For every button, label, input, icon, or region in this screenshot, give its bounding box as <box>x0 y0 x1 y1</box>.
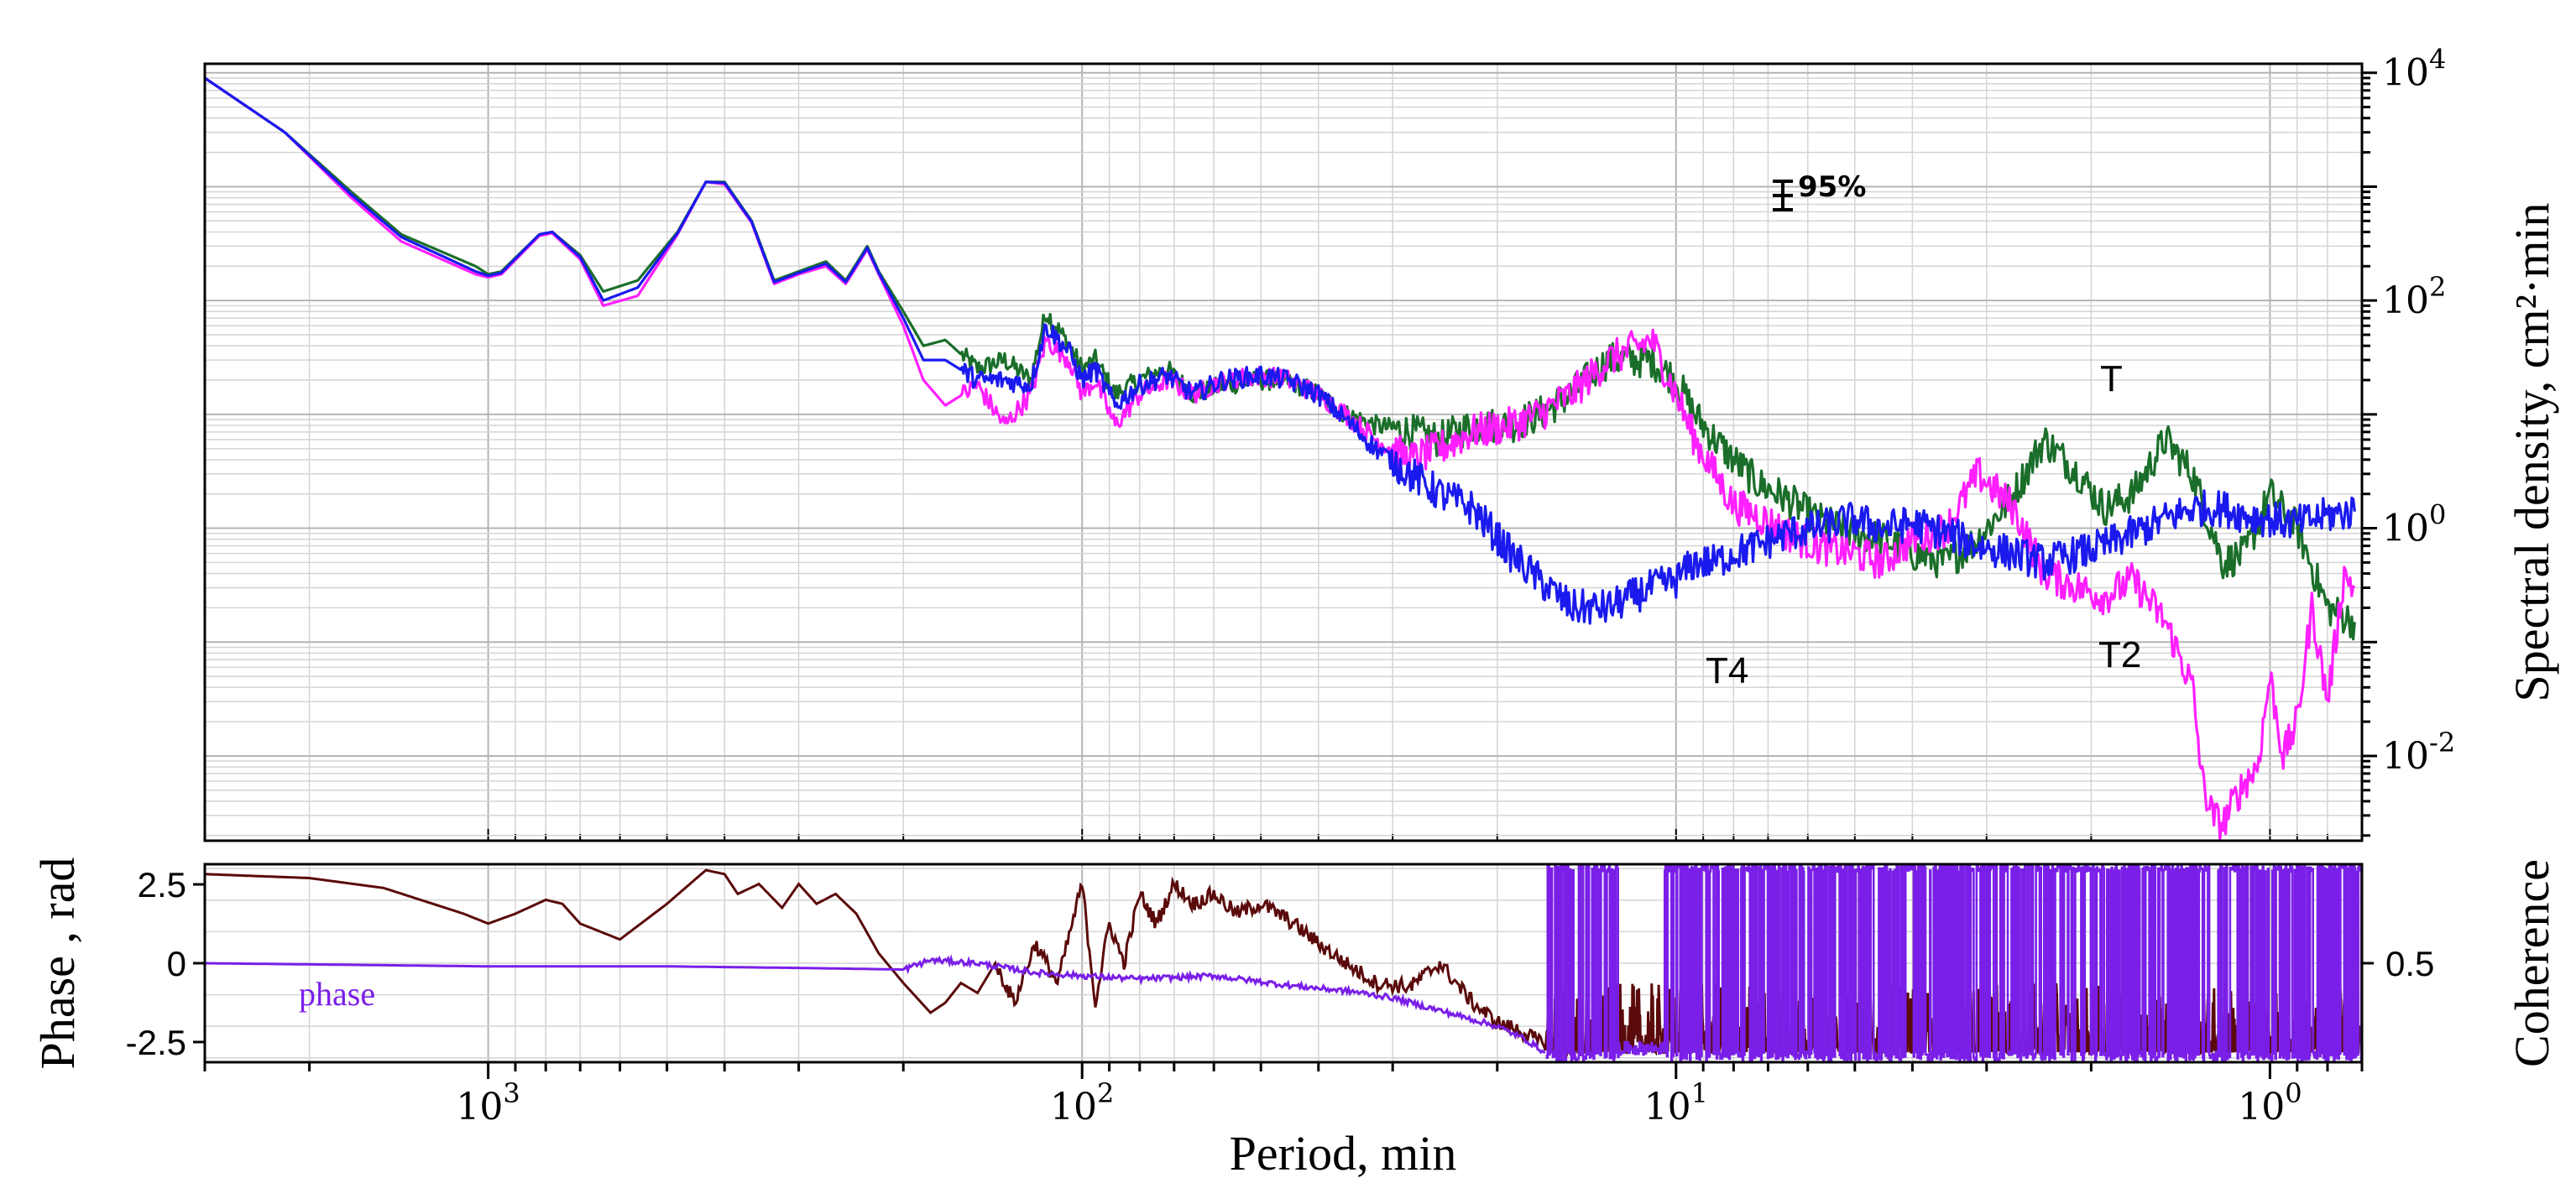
phase-coherence-panel: 2.5 0 -2.5 0.5 103 102 101 100 phase Phase , … <box>30 857 2559 1178</box>
coherence-y-tick-labels: 0.5 <box>2385 944 2434 983</box>
series-phase-line <box>205 954 1546 1055</box>
phase-tick-label: -2.5 <box>126 1023 186 1062</box>
series-phase-wrapped <box>1545 864 2362 1062</box>
coherence-tick-label: 0.5 <box>2385 944 2434 983</box>
phase-series <box>205 864 2362 1062</box>
annotation-t4: T4 <box>1706 650 1748 691</box>
confidence-label: 95% <box>1798 170 1866 204</box>
phase-tick-label: 0 <box>167 944 186 983</box>
x-axis-title: Period, min <box>1230 1126 1457 1178</box>
period-x-tick-labels: 103 102 101 100 <box>456 1077 2302 1128</box>
x-tick-label: 100 <box>2238 1077 2302 1128</box>
annotation-t: T <box>2100 358 2123 399</box>
x-tick-label: 102 <box>1050 1077 1114 1128</box>
phase-tick-label: 2.5 <box>138 865 186 904</box>
x-tick-label: 101 <box>1644 1077 1708 1128</box>
annotation-t2: T2 <box>2098 634 2141 675</box>
y-tick-label: 10-2 <box>2382 727 2455 778</box>
spectral-grid <box>204 64 2363 841</box>
y-tick-label: 104 <box>2382 44 2446 95</box>
spectral-series <box>205 76 2356 841</box>
y-tick-label: 100 <box>2382 499 2446 550</box>
spectral-y-ticks <box>2362 71 2377 837</box>
y-tick-label: 102 <box>2382 271 2446 322</box>
period-x-ticks <box>203 1062 2364 1079</box>
y-axis-title-spectral: Spectral density, cm²·min <box>2505 202 2559 701</box>
x-tick-label: 103 <box>456 1077 520 1128</box>
spectral-y-tick-labels: 10-2 100 102 104 <box>2382 44 2455 778</box>
spectral-density-panel: 10-2 100 102 104 95% T4 T2 T Spectral densi… <box>203 44 2559 842</box>
series-blue-line <box>205 76 2356 625</box>
y-axis-title-coherence: Coherence <box>2505 859 2559 1067</box>
phase-y-tick-labels: 2.5 0 -2.5 <box>126 865 186 1062</box>
phase-y-ticks <box>193 883 2374 1044</box>
phase-series-label: phase <box>299 975 375 1013</box>
y-axis-title-phase: Phase , rad <box>30 857 85 1070</box>
confidence-marker: 95% <box>1773 170 1866 211</box>
